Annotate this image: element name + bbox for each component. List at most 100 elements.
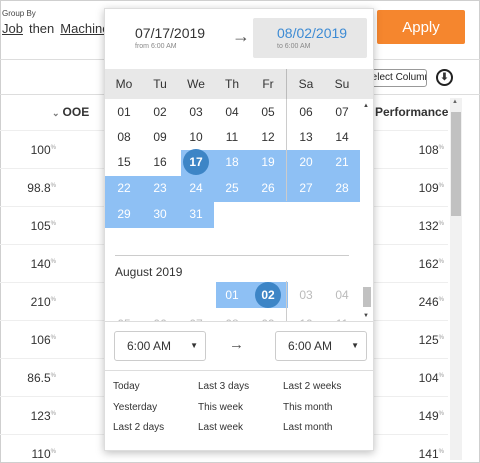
ooe-value: 100 <box>30 143 51 157</box>
calendar-day[interactable]: 11 <box>225 130 239 144</box>
calendar-day[interactable]: 26 <box>261 181 275 195</box>
unit-marker: % <box>50 449 56 455</box>
preset-range-option[interactable]: This week <box>198 402 244 413</box>
calendar-scrollbar[interactable]: ▲ ▼ <box>362 103 371 319</box>
ooe-value: 110 <box>31 447 51 461</box>
performance-value: 246 <box>418 295 439 309</box>
calendar-day[interactable]: 13 <box>299 130 313 144</box>
sort-chevron-icon: ⌄ <box>52 108 60 118</box>
performance-value: 132 <box>418 219 439 233</box>
calendar-day[interactable]: 01 <box>117 105 131 119</box>
calendar-day[interactable]: 10 <box>189 130 203 144</box>
calendar-day[interactable]: 22 <box>117 181 131 195</box>
unit-marker: % <box>50 411 56 417</box>
performance-value: 108 <box>418 143 439 157</box>
calendar-scrollbar-thumb[interactable] <box>363 287 371 307</box>
ooe-cell: 140% <box>0 257 56 271</box>
calendar-day[interactable]: 19 <box>261 155 275 169</box>
calendar-day[interactable]: 05 <box>261 105 275 119</box>
calendar-day[interactable]: 10 <box>288 312 324 321</box>
preset-range-option[interactable]: This month <box>283 402 333 413</box>
calendar-day[interactable]: 01 <box>225 288 239 302</box>
weekday-label: Th <box>224 77 239 91</box>
ooe-column-header[interactable]: ⌄ OOE <box>52 105 89 119</box>
preset-range-option[interactable]: Last 2 days <box>113 422 165 433</box>
calendar-day[interactable]: 11 <box>324 312 360 321</box>
calendar-day[interactable]: 14 <box>335 130 349 144</box>
calendar-day[interactable]: 12 <box>261 130 275 144</box>
calendar-day[interactable]: 06 <box>142 312 178 321</box>
preset-range-option[interactable]: Last 3 days <box>198 381 250 392</box>
calendar-day[interactable]: 03 <box>299 288 313 302</box>
unit-marker: % <box>438 373 444 379</box>
calendar-scroll-down-icon[interactable]: ▼ <box>363 313 369 319</box>
calendar-day[interactable]: 30 <box>153 207 167 221</box>
preset-range-option[interactable]: Today <box>113 381 140 392</box>
range-endpoint-day[interactable]: 17 <box>183 149 209 175</box>
preset-range-option[interactable]: Last month <box>283 422 333 433</box>
calendar-day[interactable]: 23 <box>153 181 167 195</box>
performance-value: 162 <box>418 257 439 271</box>
performance-cell: 149% <box>384 409 444 423</box>
calendar-day[interactable]: 08 <box>117 130 131 144</box>
from-date[interactable]: 07/17/2019 <box>135 25 206 41</box>
calendar-day[interactable]: 07 <box>178 312 214 321</box>
table-scrollbar-thumb[interactable] <box>451 112 461 216</box>
calendar-day[interactable]: 09 <box>153 130 167 144</box>
group-by-selector: Job then Machine <box>2 21 109 36</box>
unit-marker: % <box>438 221 444 227</box>
calendar-day[interactable]: 07 <box>335 105 349 119</box>
download-icon[interactable]: ⬇ <box>436 69 453 86</box>
calendar-day[interactable]: 16 <box>153 155 167 169</box>
performance-value: 104 <box>418 371 439 385</box>
calendar-day[interactable]: 27 <box>299 181 313 195</box>
unit-marker: % <box>438 259 444 265</box>
end-time-select[interactable]: 6:00 AM ▼ <box>275 331 367 361</box>
weekday-label: Tu <box>153 77 167 91</box>
calendar-day[interactable]: 21 <box>335 155 349 169</box>
performance-cell: 162% <box>384 257 444 271</box>
month-label-august: August 2019 <box>115 265 183 279</box>
to-date: 08/02/2019 <box>277 25 348 41</box>
calendar-day[interactable]: 02 <box>153 105 167 119</box>
calendar-day[interactable]: 31 <box>189 207 203 221</box>
calendar-day[interactable]: 05 <box>106 312 142 321</box>
calendar-day[interactable]: 29 <box>117 207 131 221</box>
unit-marker: % <box>50 373 56 379</box>
ooe-cell: 210% <box>0 295 56 309</box>
calendar-day[interactable]: 09 <box>250 312 286 321</box>
calendar-day[interactable]: 03 <box>189 105 203 119</box>
scroll-up-arrow-icon[interactable]: ▲ <box>452 99 458 105</box>
group-by-job-link[interactable]: Job <box>2 21 23 36</box>
preset-range-option[interactable]: Last week <box>198 422 244 433</box>
group-by-machine-link[interactable]: Machine <box>60 21 110 36</box>
calendar-day[interactable]: 04 <box>225 105 239 119</box>
calendar-day[interactable]: 28 <box>335 181 349 195</box>
calendar-scroll-up-icon[interactable]: ▲ <box>363 103 369 109</box>
calendar-day[interactable]: 04 <box>335 288 349 302</box>
start-time-select[interactable]: 6:00 AM ▼ <box>114 331 206 361</box>
to-date-box[interactable]: 08/02/2019 to 6:00 AM <box>253 18 367 58</box>
weekday-label: Fr <box>262 77 274 91</box>
calendar-day[interactable]: 15 <box>117 155 131 169</box>
arrow-right-icon: → <box>232 26 250 46</box>
unit-marker: % <box>50 145 56 151</box>
calendar-day[interactable]: 08 <box>214 312 250 321</box>
from-time-caption: from 6:00 AM <box>135 43 177 50</box>
calendar-day[interactable]: 25 <box>225 181 239 195</box>
preset-range-option[interactable]: Last 2 weeks <box>283 381 342 392</box>
apply-button[interactable]: Apply <box>377 10 465 44</box>
unit-marker: % <box>438 183 444 189</box>
ooe-cell: 86.5% <box>0 371 56 385</box>
unit-marker: % <box>438 297 444 303</box>
weekend-divider <box>286 281 287 321</box>
preset-range-option[interactable]: Yesterday <box>113 402 158 413</box>
performance-column-header[interactable]: Performance <box>375 105 449 119</box>
calendar-day[interactable]: 06 <box>299 105 313 119</box>
calendar-day[interactable]: 24 <box>189 181 203 195</box>
performance-cell: 246% <box>384 295 444 309</box>
calendar-day[interactable]: 20 <box>299 155 313 169</box>
calendar-day[interactable]: 18 <box>225 155 239 169</box>
preset-divider <box>105 370 373 371</box>
range-endpoint-day[interactable]: 02 <box>255 282 281 308</box>
